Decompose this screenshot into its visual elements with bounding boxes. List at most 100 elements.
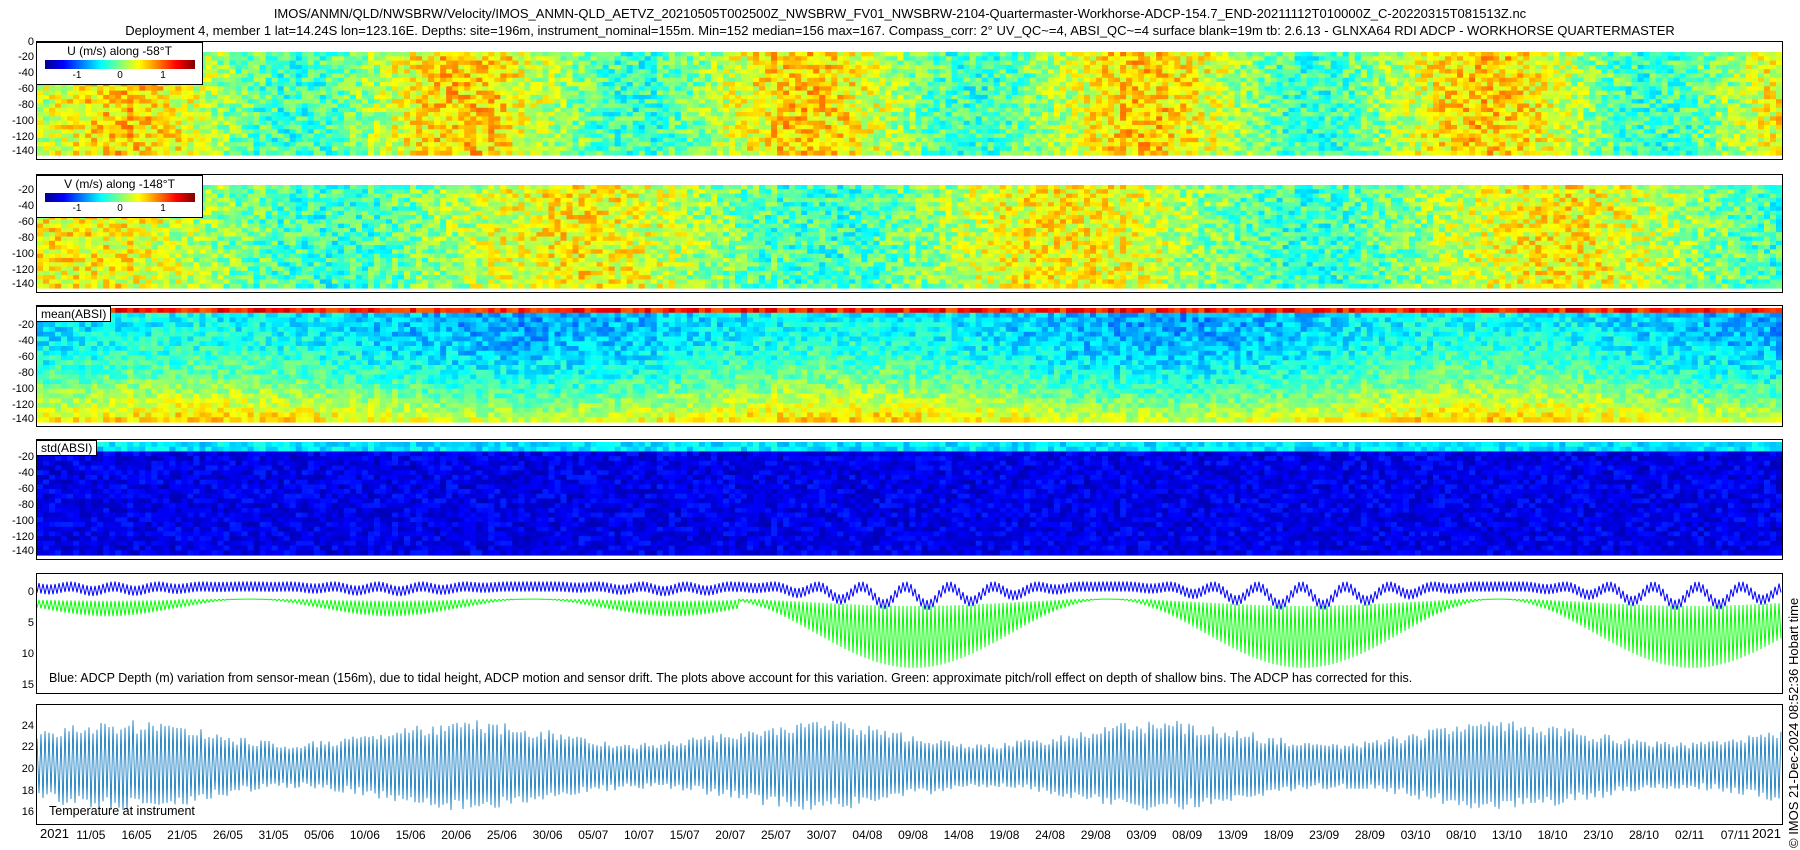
heatmap-cell: [759, 150, 766, 156]
heatmap-cell: [747, 94, 754, 100]
heatmap-cell: [440, 94, 447, 100]
heatmap-cell: [813, 52, 820, 57]
heatmap-cell: [271, 146, 279, 152]
heatmap-cell: [1029, 103, 1037, 109]
heatmap-cell: [458, 73, 465, 79]
heatmap-cell: [735, 137, 742, 143]
heatmap-cell: [355, 129, 363, 135]
heatmap-cell: [1294, 56, 1302, 62]
heatmap-cell: [379, 60, 387, 66]
heatmap-cell: [416, 60, 423, 66]
heatmap-cell: [49, 124, 56, 130]
heatmap-cell: [331, 60, 339, 66]
heatmap-cell: [392, 103, 399, 109]
heatmap-cell: [1168, 137, 1175, 143]
heatmap-cell: [1114, 90, 1121, 96]
heatmap-cell: [656, 137, 664, 143]
heatmap-cell: [476, 56, 483, 62]
heatmap-cell: [331, 82, 339, 87]
heatmap-cell: [1204, 107, 1211, 113]
heatmap-cell: [692, 112, 700, 117]
heatmap-cell: [590, 120, 598, 126]
heatmap-cell: [759, 56, 766, 62]
heatmap-cell: [452, 112, 459, 117]
heatmap-cell: [1138, 94, 1145, 100]
heatmap-cell: [247, 77, 255, 83]
heatmap-cell: [945, 60, 953, 66]
heatmap-cell: [434, 99, 441, 105]
heatmap-cell: [1156, 94, 1163, 100]
heatmap-cell: [1120, 99, 1127, 105]
heatmap-cell: [1077, 142, 1085, 148]
heatmap-cell: [891, 77, 899, 83]
heatmap-cell: [668, 137, 676, 143]
heatmap-cell: [951, 52, 959, 57]
heatmap-cell: [271, 90, 279, 96]
heatmap-cell: [416, 82, 423, 87]
heatmap-cell: [476, 64, 483, 70]
heatmap-cell: [404, 82, 411, 87]
heatmap-cell: [229, 107, 237, 113]
heatmap-cell: [175, 112, 183, 117]
heatmap-cell: [1174, 112, 1181, 117]
heatmap-cell: [121, 120, 128, 126]
heatmap-cell: [1150, 73, 1157, 79]
heatmap-cell: [1222, 64, 1230, 70]
heatmap-cell: [464, 69, 471, 75]
heatmap-cell: [283, 69, 291, 75]
heatmap-cell: [704, 116, 712, 122]
heatmap-cell: [927, 90, 935, 96]
heatmap-cell: [241, 133, 249, 139]
heatmap-cell: [271, 82, 279, 87]
heatmap-cell: [620, 129, 628, 135]
heatmap-cell: [446, 64, 453, 70]
heatmap-cell: [211, 56, 219, 62]
heatmap-cell: [1029, 116, 1037, 122]
heatmap-cell: [1029, 129, 1037, 135]
heatmap-cell: [1270, 90, 1278, 96]
heatmap-cell: [891, 73, 899, 79]
heatmap-cell: [271, 64, 279, 70]
heatmap-cell: [235, 82, 243, 87]
heatmap-cell: [367, 120, 375, 126]
heatmap-cell: [614, 124, 622, 130]
heatmap-cell: [554, 64, 562, 70]
heatmap-cell: [831, 73, 838, 79]
heatmap-cell: [229, 103, 237, 109]
heatmap-cell: [656, 124, 664, 130]
heatmap-cell: [993, 120, 1001, 126]
heatmap-cell: [1270, 56, 1278, 62]
heatmap-cell: [1077, 60, 1085, 66]
heatmap-cell: [999, 56, 1007, 62]
heatmap-cell: [1222, 99, 1230, 105]
heatmap-cell: [891, 133, 899, 139]
heatmap-cell: [367, 107, 375, 113]
heatmap-cell: [283, 56, 291, 62]
heatmap-cell: [680, 142, 688, 148]
heatmap-cell: [434, 64, 441, 70]
heatmap-cell: [446, 94, 453, 100]
heatmap-cell: [1204, 56, 1211, 62]
heatmap-cell: [1168, 90, 1175, 96]
heatmap-cell: [1144, 124, 1151, 130]
heatmap-cell: [1102, 90, 1109, 96]
heatmap-cell: [530, 142, 538, 148]
heatmap-cell: [1017, 103, 1025, 109]
heatmap-cell: [969, 150, 977, 156]
heatmap-cell: [43, 112, 50, 117]
heatmap-cell: [518, 112, 525, 117]
heatmap-cell: [1090, 116, 1097, 122]
heatmap-cell: [1005, 64, 1013, 70]
heatmap-cell: [1065, 64, 1073, 70]
heatmap-cell: [349, 103, 357, 109]
heatmap-cell: [1276, 73, 1284, 79]
heatmap-cell: [259, 60, 267, 66]
heatmap-cell: [837, 124, 844, 130]
heatmap-cell: [1071, 90, 1079, 96]
heatmap-cell: [1168, 142, 1175, 148]
heatmap-cell: [819, 99, 826, 105]
heatmap-cell: [536, 86, 544, 92]
heatmap-cell: [554, 107, 562, 113]
heatmap-cell: [584, 56, 592, 62]
heatmap-cell: [704, 52, 712, 57]
